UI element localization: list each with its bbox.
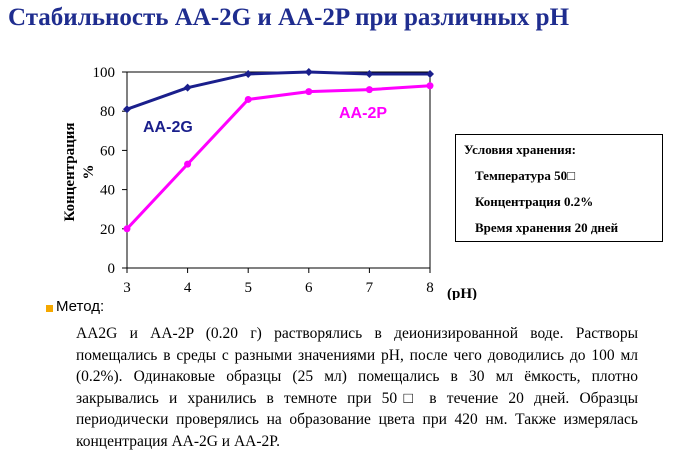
data-point-aa-2p — [426, 82, 434, 90]
series-label-aa-2g: AA-2G — [143, 119, 193, 136]
data-point-aa-2g — [244, 69, 253, 78]
x-tick-label: 7 — [366, 280, 374, 296]
series-line-aa-2p — [125, 84, 431, 230]
x-tick-label: 5 — [244, 280, 252, 296]
x-axis-label: (pH) — [447, 286, 477, 300]
y-tick-label: 100 — [93, 65, 116, 81]
condition-temperature: Температура 50□ — [475, 168, 576, 183]
data-point-aa-2p — [365, 86, 373, 94]
stability-chart: 0 20 40 60 80 100 3 4 5 6 7 8 (pH) Концентрация % AA-2G… — [62, 65, 477, 300]
condition-concentration: Концентрация 0.2% — [475, 194, 594, 209]
data-point-aa-2g — [123, 105, 131, 114]
x-tick-label: 3 — [123, 280, 131, 296]
method-description: AA2G и AA-2P (0.20 г) растворялись в деи… — [76, 325, 638, 450]
data-point-aa-2g — [426, 69, 434, 78]
data-point-aa-2p — [184, 160, 192, 168]
series-label-aa-2p: AA-2P — [339, 105, 387, 122]
conditions-title: Условия хранения: — [464, 142, 577, 157]
data-point-aa-2p — [244, 95, 252, 103]
y-tick-label: 60 — [100, 143, 115, 159]
storage-conditions-box: Условия хранения: Температура 50□ Концен… — [455, 134, 663, 242]
y-tick-label: 80 — [100, 104, 115, 120]
plot-area-frame — [126, 71, 431, 269]
page-title: Стабильность AA-2G и AA-2P при различных… — [8, 4, 570, 31]
data-point-aa-2p — [123, 225, 131, 233]
data-point-aa-2p — [305, 88, 313, 96]
x-tick-label: 6 — [305, 280, 313, 296]
method-bullet-icon — [46, 305, 53, 312]
y-tick-label: 0 — [108, 261, 116, 277]
x-tick-label: 8 — [426, 280, 434, 296]
x-tick-label: 4 — [184, 280, 192, 296]
data-point-aa-2g — [365, 69, 374, 78]
method-label: Метод: — [56, 298, 105, 315]
y-axis-unit: % — [81, 165, 97, 180]
data-point-aa-2g — [183, 83, 192, 92]
condition-storage-time: Время хранения 20 дней — [475, 220, 619, 235]
y-tick-label: 20 — [100, 222, 115, 238]
series-line-aa-2g — [126, 70, 430, 111]
data-point-aa-2g — [304, 68, 313, 76]
y-tick-label: 40 — [100, 183, 115, 199]
y-axis-label: Концентрация — [62, 122, 78, 221]
